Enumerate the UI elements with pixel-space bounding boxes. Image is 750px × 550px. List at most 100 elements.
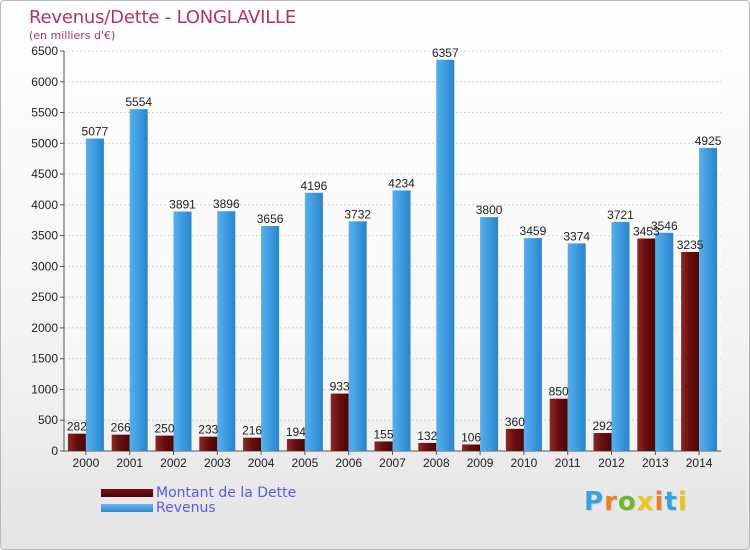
y-tick-label: 3000 xyxy=(31,259,58,273)
revenue-value-label: 3891 xyxy=(169,198,196,212)
y-tick-label: 0 xyxy=(51,444,58,458)
chart-subtitle: (en milliers d'€) xyxy=(29,29,116,42)
legend-label-revenue: Revenus xyxy=(156,500,216,516)
revenue-bar xyxy=(129,109,148,451)
debt-bar xyxy=(67,433,86,451)
debt-value-label: 250 xyxy=(154,422,174,436)
revenue-value-label: 3732 xyxy=(344,207,371,221)
debt-value-label: 216 xyxy=(242,424,262,438)
debt-bar xyxy=(111,434,130,451)
y-tick-label: 5000 xyxy=(31,136,58,150)
revenue-bar xyxy=(655,232,674,451)
legend-swatch-revenue xyxy=(101,504,153,512)
debt-value-label: 233 xyxy=(198,423,218,437)
debt-bar xyxy=(593,433,612,451)
y-tick-label: 4500 xyxy=(31,167,58,181)
y-tick-label: 3500 xyxy=(31,229,58,243)
x-tick-label: 2011 xyxy=(555,456,581,470)
debt-value-label: 3235 xyxy=(677,238,704,252)
debt-bar xyxy=(199,436,218,451)
debt-bar xyxy=(155,435,174,451)
debt-bar xyxy=(286,439,305,451)
brand-letter: x xyxy=(636,487,655,517)
brand-letter: t xyxy=(664,487,678,517)
y-tick-label: 4000 xyxy=(31,198,58,212)
y-tick-label: 1000 xyxy=(31,382,58,396)
revenue-bar xyxy=(261,226,280,451)
x-tick-label: 2004 xyxy=(248,456,275,470)
revenue-value-label: 4234 xyxy=(388,176,415,190)
brand-letter: P xyxy=(584,487,605,517)
x-tick-label: 2002 xyxy=(160,456,187,470)
brand-letter: i xyxy=(677,487,688,517)
revenue-bar xyxy=(217,211,236,451)
revenue-value-label: 4925 xyxy=(695,134,722,148)
y-tick-label: 500 xyxy=(38,413,58,427)
revenue-bar xyxy=(480,217,499,451)
revenue-bar xyxy=(173,211,192,451)
revenue-bar xyxy=(611,222,630,451)
brand-logo: Proxiti xyxy=(584,487,688,517)
debt-value-label: 106 xyxy=(461,430,481,444)
revenue-bar xyxy=(392,190,411,451)
debt-bar xyxy=(243,437,262,451)
chart-title: Revenus/Dette - LONGLAVILLE xyxy=(29,7,297,28)
debt-bar xyxy=(418,442,437,451)
revenue-bar xyxy=(436,59,455,452)
x-tick-label: 2000 xyxy=(73,456,100,470)
debt-value-label: 282 xyxy=(67,420,87,434)
debt-value-label: 292 xyxy=(592,419,612,433)
y-tick-label: 1500 xyxy=(31,352,58,366)
x-tick-label: 2014 xyxy=(686,456,713,470)
debt-bar xyxy=(549,398,568,451)
legend-swatch-debt xyxy=(101,489,153,497)
revenue-value-label: 3896 xyxy=(213,197,240,211)
debt-value-label: 850 xyxy=(549,385,569,399)
revenue-bar xyxy=(348,221,367,451)
x-tick-label: 2001 xyxy=(116,456,143,470)
y-tick-label: 6500 xyxy=(31,44,58,58)
debt-bar xyxy=(505,428,524,451)
x-tick-label: 2012 xyxy=(598,456,625,470)
debt-bar xyxy=(637,238,656,451)
debt-value-label: 933 xyxy=(330,380,350,394)
revenue-value-label: 5077 xyxy=(82,125,109,139)
debt-value-label: 132 xyxy=(417,429,437,443)
brand-letter: o xyxy=(617,487,637,517)
revenue-bar xyxy=(523,238,542,451)
y-tick-label: 2500 xyxy=(31,290,58,304)
revenue-bar xyxy=(304,192,323,452)
debt-bar xyxy=(681,251,700,451)
y-tick-label: 6000 xyxy=(31,75,58,89)
debt-value-label: 360 xyxy=(505,415,525,429)
brand-letter: r xyxy=(604,487,618,517)
revenue-value-label: 6357 xyxy=(432,46,459,60)
revenue-value-label: 3721 xyxy=(607,208,634,222)
debt-bar xyxy=(462,444,481,451)
revenue-value-label: 4196 xyxy=(301,179,328,193)
revenue-value-label: 3459 xyxy=(520,224,547,238)
x-tick-label: 2013 xyxy=(642,456,669,470)
x-tick-label: 2008 xyxy=(423,456,450,470)
debt-value-label: 194 xyxy=(286,425,306,439)
revenue-value-label: 5554 xyxy=(125,95,152,109)
brand-letter: i xyxy=(654,487,665,517)
x-tick-label: 2005 xyxy=(292,456,319,470)
revenue-value-label: 3656 xyxy=(257,212,284,226)
revenue-value-label: 3546 xyxy=(651,219,678,233)
y-tick-label: 5500 xyxy=(31,106,58,120)
revenue-bar xyxy=(85,138,104,452)
x-tick-label: 2006 xyxy=(335,456,362,470)
x-tick-label: 2010 xyxy=(511,456,538,470)
revenue-value-label: 3374 xyxy=(563,229,590,243)
x-tick-label: 2009 xyxy=(467,456,494,470)
revenue-value-label: 3800 xyxy=(476,203,503,217)
debt-bar xyxy=(330,393,349,451)
revenue-bar xyxy=(699,147,718,451)
y-tick-label: 2000 xyxy=(31,321,58,335)
debt-value-label: 3453 xyxy=(633,225,660,239)
debt-value-label: 155 xyxy=(373,427,393,441)
debt-bar xyxy=(374,441,393,451)
